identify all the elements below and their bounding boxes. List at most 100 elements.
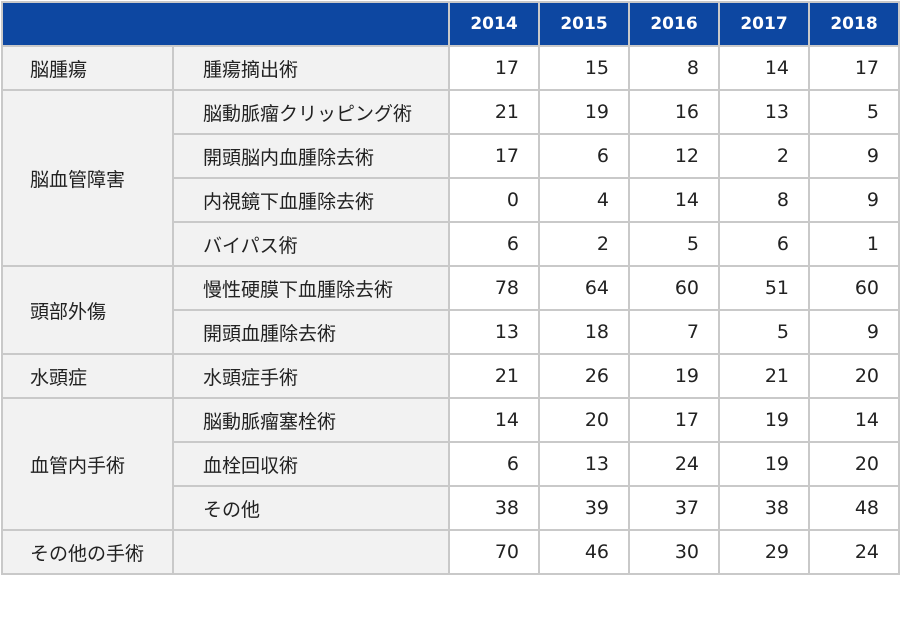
count-cell-2018: 48 xyxy=(808,485,900,531)
count-cell-2016: 8 xyxy=(628,45,720,91)
count-cell-2017: 2 xyxy=(718,133,810,179)
count-cell-2016: 17 xyxy=(628,397,720,443)
category-cell: 脳腫瘍 xyxy=(1,45,174,91)
count-cell-2017: 19 xyxy=(718,397,810,443)
table-row: 脳腫瘍 腫瘍摘出術 17 15 8 14 17 xyxy=(1,45,900,91)
count-cell-2016: 14 xyxy=(628,177,720,223)
procedure-cell: 開頭血腫除去術 xyxy=(172,309,450,355)
count-cell-2015: 6 xyxy=(538,133,630,179)
year-header-2015: 2015 xyxy=(538,1,630,47)
count-cell-2018: 14 xyxy=(808,397,900,443)
count-cell-2014: 0 xyxy=(448,177,540,223)
header-row: 2014 2015 2016 2017 2018 xyxy=(1,1,900,47)
table-row: その他の手術 70 46 30 29 24 xyxy=(1,529,900,575)
count-cell-2014: 38 xyxy=(448,485,540,531)
count-cell-2014: 21 xyxy=(448,89,540,135)
table-row: 頭部外傷 慢性硬膜下血腫除去術 78 64 60 51 60 xyxy=(1,265,900,355)
count-cell-2018: 24 xyxy=(808,529,900,575)
count-cell-2017: 5 xyxy=(718,309,810,355)
surgery-count-table: 2014 2015 2016 2017 2018 脳腫瘍 腫瘍摘出術 17 15 8 14… xyxy=(1,1,900,575)
count-cell-2015: 4 xyxy=(538,177,630,223)
procedure-cell: 脳動脈瘤塞栓術 xyxy=(172,397,450,443)
procedure-cell: その他 xyxy=(172,485,450,531)
year-header-2018: 2018 xyxy=(808,1,900,47)
table-row: 血管内手術 脳動脈瘤塞栓術 14 20 17 19 14 xyxy=(1,397,900,531)
table-row: 血栓回収術 6 13 24 19 20 xyxy=(2,441,900,487)
category-cell: 脳血管障害 xyxy=(1,89,174,267)
count-cell-2014: 6 xyxy=(448,441,540,487)
count-cell-2015: 46 xyxy=(538,529,630,575)
count-cell-2016: 37 xyxy=(628,485,720,531)
count-cell-2018: 9 xyxy=(808,309,900,355)
header-blank-cell xyxy=(1,1,450,47)
year-header-2017: 2017 xyxy=(718,1,810,47)
count-cell-2017: 13 xyxy=(718,89,810,135)
procedure-cell: 内視鏡下血腫除去術 xyxy=(172,177,450,223)
count-cell-2014: 14 xyxy=(448,397,540,443)
category-cell: 水頭症 xyxy=(1,353,174,399)
category-cell: 血管内手術 xyxy=(1,397,174,531)
count-cell-2018: 9 xyxy=(808,177,900,223)
count-cell-2014: 21 xyxy=(448,353,540,399)
count-cell-2018: 60 xyxy=(808,265,900,311)
count-cell-2017: 51 xyxy=(718,265,810,311)
count-cell-2015: 39 xyxy=(538,485,630,531)
procedure-cell: 水頭症手術 xyxy=(172,353,450,399)
table-row: バイパス術 6 2 5 6 1 xyxy=(2,221,900,267)
year-header-2016: 2016 xyxy=(628,1,720,47)
count-cell-2015: 18 xyxy=(538,309,630,355)
count-cell-2016: 16 xyxy=(628,89,720,135)
count-cell-2014: 13 xyxy=(448,309,540,355)
procedure-cell: 腫瘍摘出術 xyxy=(172,45,450,91)
count-cell-2015: 64 xyxy=(538,265,630,311)
category-cell: その他の手術 xyxy=(1,529,174,575)
count-cell-2014: 17 xyxy=(448,45,540,91)
count-cell-2017: 14 xyxy=(718,45,810,91)
procedure-cell: 開頭脳内血腫除去術 xyxy=(172,133,450,179)
procedure-cell: バイパス術 xyxy=(172,221,450,267)
table-body: 脳腫瘍 腫瘍摘出術 17 15 8 14 17 脳血管障害 脳動脈瘤クリッピング術 21 19 16 1… xyxy=(1,45,900,575)
count-cell-2014: 70 xyxy=(448,529,540,575)
count-cell-2018: 20 xyxy=(808,353,900,399)
category-cell: 頭部外傷 xyxy=(1,265,174,355)
count-cell-2016: 12 xyxy=(628,133,720,179)
count-cell-2016: 30 xyxy=(628,529,720,575)
count-cell-2014: 6 xyxy=(448,221,540,267)
table-row: 水頭症 水頭症手術 21 26 19 21 20 xyxy=(1,353,900,399)
count-cell-2017: 8 xyxy=(718,177,810,223)
procedure-cell xyxy=(172,529,450,575)
count-cell-2017: 21 xyxy=(718,353,810,399)
count-cell-2018: 20 xyxy=(808,441,900,487)
count-cell-2016: 5 xyxy=(628,221,720,267)
table-row: その他 38 39 37 38 48 xyxy=(2,485,900,531)
count-cell-2017: 6 xyxy=(718,221,810,267)
procedure-cell: 血栓回収術 xyxy=(172,441,450,487)
count-cell-2015: 2 xyxy=(538,221,630,267)
count-cell-2016: 60 xyxy=(628,265,720,311)
procedure-cell: 慢性硬膜下血腫除去術 xyxy=(172,265,450,311)
count-cell-2015: 19 xyxy=(538,89,630,135)
count-cell-2015: 15 xyxy=(538,45,630,91)
count-cell-2016: 24 xyxy=(628,441,720,487)
table-header: 2014 2015 2016 2017 2018 xyxy=(1,1,900,47)
table-row: 開頭血腫除去術 13 18 7 5 9 xyxy=(2,309,900,355)
procedure-cell: 脳動脈瘤クリッピング術 xyxy=(172,89,450,135)
year-header-2014: 2014 xyxy=(448,1,540,47)
count-cell-2018: 17 xyxy=(808,45,900,91)
count-cell-2017: 19 xyxy=(718,441,810,487)
count-cell-2016: 19 xyxy=(628,353,720,399)
count-cell-2017: 38 xyxy=(718,485,810,531)
count-cell-2018: 1 xyxy=(808,221,900,267)
count-cell-2018: 5 xyxy=(808,89,900,135)
table-row: 脳血管障害 脳動脈瘤クリッピング術 21 19 16 13 5 xyxy=(1,89,900,267)
count-cell-2015: 26 xyxy=(538,353,630,399)
count-cell-2015: 20 xyxy=(538,397,630,443)
table-row: 内視鏡下血腫除去術 0 4 14 8 9 xyxy=(2,177,900,223)
count-cell-2016: 7 xyxy=(628,309,720,355)
count-cell-2018: 9 xyxy=(808,133,900,179)
count-cell-2014: 78 xyxy=(448,265,540,311)
table-row: 開頭脳内血腫除去術 17 6 12 2 9 xyxy=(2,133,900,179)
count-cell-2017: 29 xyxy=(718,529,810,575)
count-cell-2014: 17 xyxy=(448,133,540,179)
count-cell-2015: 13 xyxy=(538,441,630,487)
